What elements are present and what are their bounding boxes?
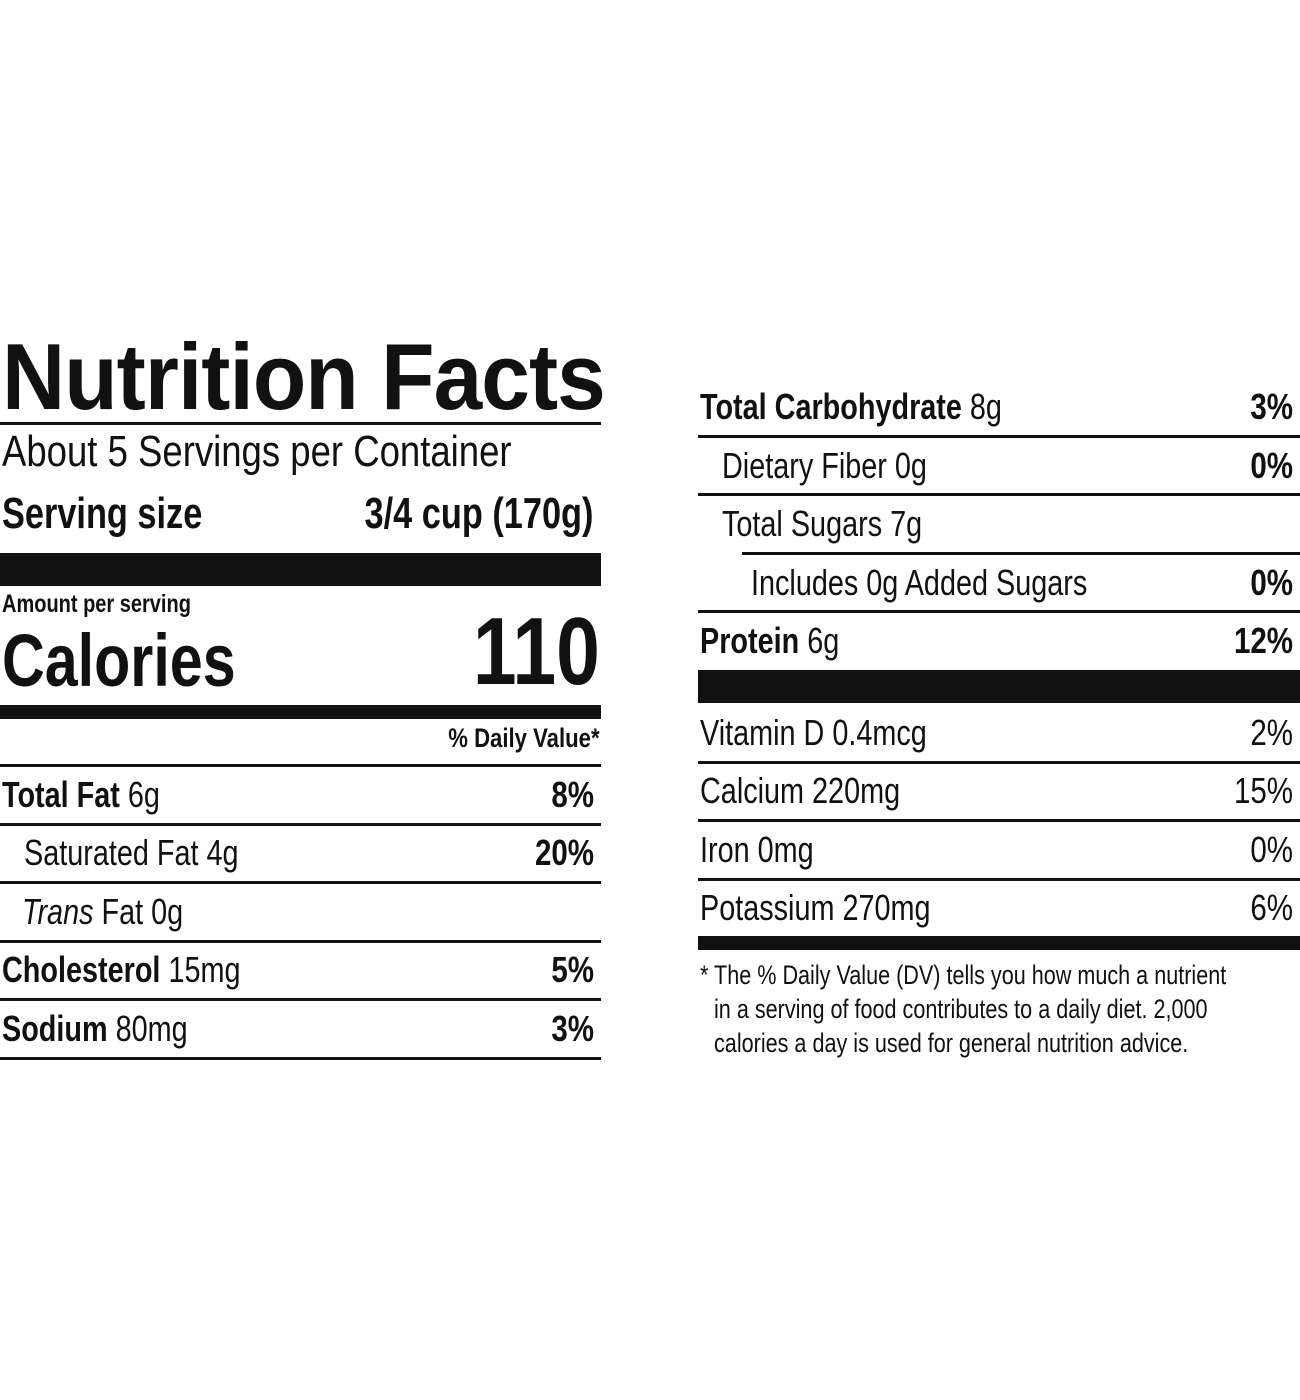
divider-thin [0,823,601,826]
daily-value-percent: 6% [1250,887,1293,928]
divider-thin [742,552,1300,555]
nutrient-row-cholesterol: Cholesterol 15mg 5% [2,949,594,990]
nutrient-row-total-sugars: Total Sugars 7g [722,503,923,544]
daily-value-percent: 15% [1233,770,1293,811]
vitamin-row-potassium: Potassium 270mg 6% [700,887,1293,928]
calories-value: 110 [473,598,600,705]
daily-value-percent: 3% [551,1008,594,1049]
divider-thin [0,881,601,884]
daily-value-percent: 20% [534,832,594,873]
divider-thick [0,553,601,586]
calories-label: Calories [2,619,236,702]
daily-value-percent: 0% [1250,562,1293,603]
nutrient-row-protein: Protein 6g 12% [700,620,1293,661]
vitamin-row-vitamin-d: Vitamin D 0.4mcg 2% [700,712,1293,753]
serving-size-value: 3/4 cup (170g) [364,489,593,538]
nutrient-row-saturated-fat: Saturated Fat 4g 20% [24,832,594,873]
nutrient-row-sodium: Sodium 80mg 3% [2,1008,594,1049]
divider-thin [698,819,1300,822]
divider-medium [698,936,1300,950]
nutrient-row-added-sugars: Includes 0g Added Sugars 0% [751,562,1293,603]
daily-value-percent: 0% [1250,829,1293,870]
divider-thin [698,610,1300,613]
daily-value-percent: 8% [551,774,594,815]
footnote-line: in a serving of food contributes to a da… [714,994,1208,1024]
divider-thin [0,422,601,425]
nutrient-row-dietary-fiber: Dietary Fiber 0g 0% [722,445,1293,486]
nutrient-row-trans-fat: Trans Fat 0g [22,891,184,932]
vitamin-row-calcium: Calcium 220mg 15% [700,770,1293,811]
divider-thick [698,670,1300,703]
footnote-line: calories a day is used for general nutri… [714,1028,1189,1058]
nutrient-row-total-carbohydrate: Total Carbohydrate 8g 3% [700,386,1293,427]
daily-value-percent: 12% [1233,620,1293,661]
amount-per-serving: Amount per serving [2,590,191,618]
nutrient-row-total-fat: Total Fat 6g 8% [2,774,594,815]
serving-size-label: Serving size [2,489,203,538]
divider-thin [698,435,1300,438]
divider-thin [0,764,601,767]
divider-thin [698,761,1300,764]
nutrition-facts-title: Nutrition Facts [2,324,606,429]
divider-medium [0,705,601,719]
daily-value-percent: 0% [1250,445,1293,486]
daily-value-percent: 5% [551,949,594,990]
servings-per-container: About 5 Servings per Container [2,427,512,476]
divider-thin [0,998,601,1001]
daily-value-percent: 2% [1250,712,1293,753]
divider-thin [698,878,1300,881]
daily-value-percent: 3% [1250,386,1293,427]
divider-thin [0,1057,601,1060]
divider-thin [0,940,601,943]
footnote-line: * The % Daily Value (DV) tells you how m… [700,960,1227,990]
divider-thin [698,493,1300,496]
vitamin-row-iron: Iron 0mg 0% [700,829,1293,870]
daily-value-header: % Daily Value* [448,723,600,753]
